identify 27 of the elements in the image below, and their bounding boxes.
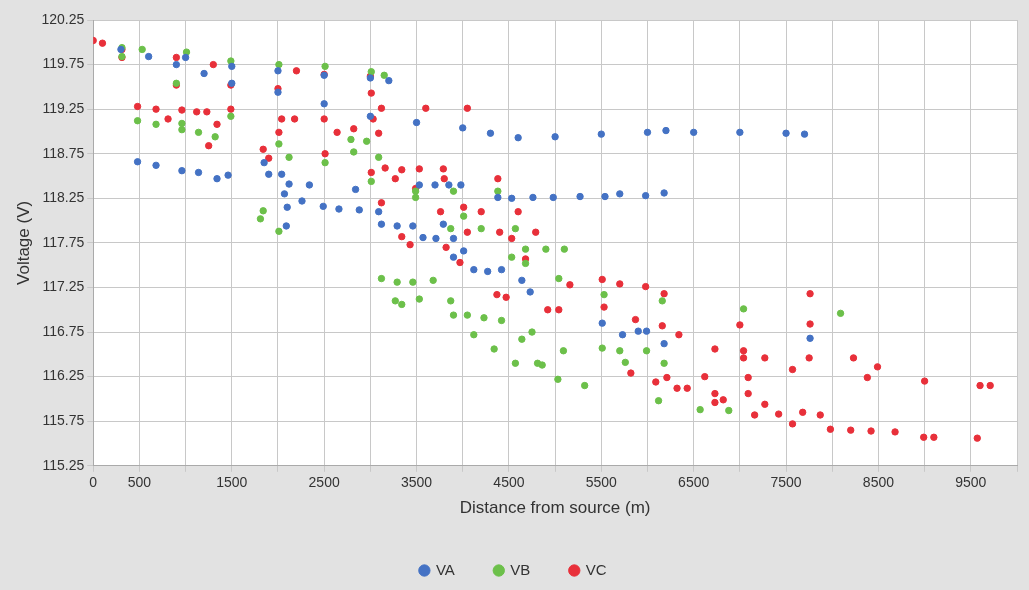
y-tick-label: 118.25 (42, 189, 85, 206)
y-tick-label: 117.25 (42, 278, 85, 295)
legend-label: VB (510, 560, 531, 578)
x-tick-label: 5500 (585, 474, 618, 491)
x-tick-label: 7500 (770, 474, 802, 491)
legend-label: VA (435, 560, 455, 578)
y-tick-label: 118.75 (42, 144, 85, 161)
y-tick-label: 119.25 (42, 100, 85, 117)
y-tick-label: 116.25 (42, 367, 85, 384)
x-tick-label: 8500 (862, 474, 895, 491)
x-tick-label: 4500 (493, 474, 525, 491)
y-tick-label: 115.75 (42, 412, 85, 429)
y-tick-label: 119.75 (42, 55, 85, 72)
x-tick-label: 1500 (216, 474, 248, 491)
legend-label: VC (585, 560, 607, 578)
y-axis-title: Voltage (V) (13, 200, 33, 285)
x-tick-label: 0 (89, 474, 98, 491)
x-tick-label: 2500 (308, 474, 340, 491)
x-axis-title: Distance from source (m) (459, 498, 651, 518)
x-tick-label: 9500 (955, 474, 987, 491)
x-tick-label: 3500 (400, 474, 433, 491)
y-tick-label: 116.75 (42, 322, 85, 339)
x-tick-label: 6500 (678, 474, 710, 491)
y-tick-label: 120.25 (41, 10, 85, 27)
y-tick-label: 115.25 (42, 456, 85, 473)
x-tick-label: 500 (127, 474, 152, 491)
y-tick-label: 117.75 (42, 233, 85, 250)
